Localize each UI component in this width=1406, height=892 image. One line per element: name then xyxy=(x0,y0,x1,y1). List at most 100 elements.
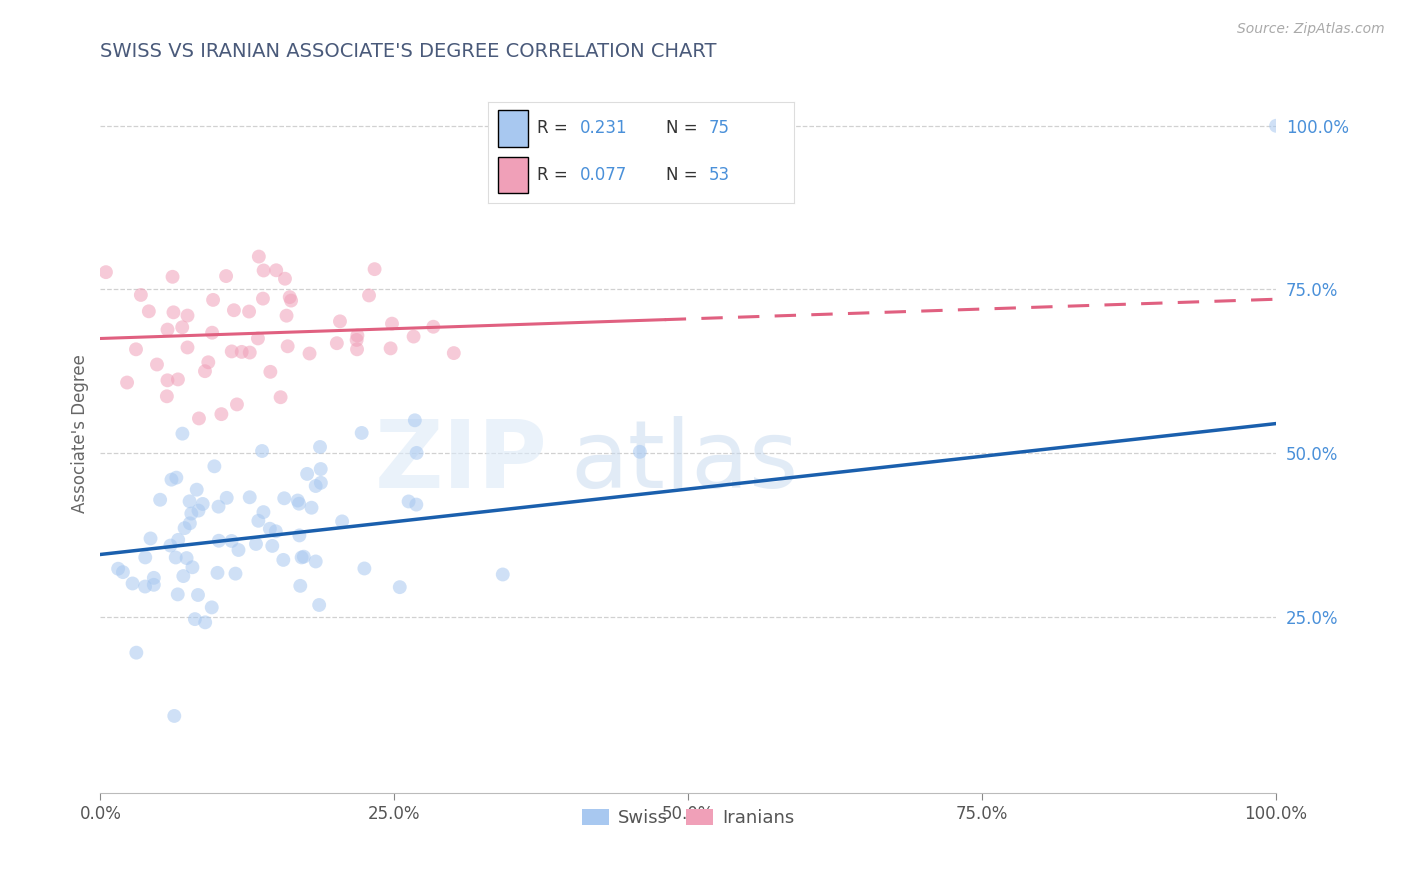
Point xyxy=(142,571,165,585)
Point xyxy=(166,587,188,601)
Point xyxy=(239,490,262,504)
Point xyxy=(191,497,214,511)
Legend: Swiss, Iranians: Swiss, Iranians xyxy=(575,802,801,835)
Point xyxy=(346,343,368,357)
Point xyxy=(278,290,301,304)
Point xyxy=(238,304,260,318)
Text: ZIP: ZIP xyxy=(374,417,547,508)
Point xyxy=(405,446,427,460)
Point xyxy=(273,491,295,506)
Point xyxy=(165,470,187,484)
Point xyxy=(252,263,274,277)
Point xyxy=(187,503,209,517)
Point xyxy=(111,565,134,579)
Point xyxy=(159,539,181,553)
Point xyxy=(179,516,201,531)
Point xyxy=(125,646,148,660)
Point xyxy=(180,507,202,521)
Point xyxy=(259,522,281,536)
Point xyxy=(309,475,332,490)
Point xyxy=(167,372,190,386)
Point xyxy=(239,345,262,359)
Point xyxy=(259,365,281,379)
Point xyxy=(380,342,402,356)
Point xyxy=(215,268,238,283)
Point xyxy=(202,293,225,307)
Point xyxy=(381,317,404,331)
Point xyxy=(187,588,209,602)
Point xyxy=(402,329,425,343)
Point xyxy=(197,355,219,369)
Point xyxy=(270,390,292,404)
Point xyxy=(273,553,295,567)
Point xyxy=(231,345,253,359)
Point xyxy=(245,537,267,551)
Point xyxy=(221,533,243,548)
Point xyxy=(228,543,250,558)
Point xyxy=(330,515,353,529)
Point xyxy=(398,494,420,508)
Point xyxy=(186,483,208,497)
Point xyxy=(129,288,152,302)
Point xyxy=(346,333,368,347)
Point xyxy=(264,263,287,277)
Point xyxy=(172,569,194,583)
Point xyxy=(292,549,315,564)
Point xyxy=(247,250,270,264)
Point xyxy=(443,346,465,360)
Point xyxy=(207,500,229,514)
Point xyxy=(309,462,332,476)
Point xyxy=(290,579,312,593)
Point xyxy=(329,314,352,328)
Point xyxy=(252,505,274,519)
Point xyxy=(138,304,160,318)
Point xyxy=(163,709,186,723)
Point xyxy=(209,407,232,421)
Point xyxy=(221,344,243,359)
Point xyxy=(208,533,231,548)
Point xyxy=(492,567,515,582)
Point xyxy=(134,580,156,594)
Point xyxy=(226,397,249,411)
Point xyxy=(167,533,190,547)
Point xyxy=(388,580,411,594)
Point xyxy=(247,514,270,528)
Y-axis label: Associate's Degree: Associate's Degree xyxy=(72,354,89,513)
Point xyxy=(422,319,444,334)
Point xyxy=(357,288,380,302)
Point xyxy=(287,493,309,508)
Point xyxy=(295,467,318,481)
Point xyxy=(262,539,284,553)
Point xyxy=(404,413,426,427)
Point xyxy=(194,364,217,378)
Point xyxy=(172,320,194,334)
Point xyxy=(288,528,311,542)
Point xyxy=(176,341,198,355)
Point xyxy=(125,343,148,357)
Point xyxy=(291,550,314,565)
Point xyxy=(305,479,328,493)
Point xyxy=(274,271,297,285)
Point xyxy=(149,492,172,507)
Point xyxy=(250,444,273,458)
Point xyxy=(326,336,349,351)
Point xyxy=(298,346,321,360)
Point xyxy=(288,497,311,511)
Point xyxy=(276,309,298,323)
Point xyxy=(146,358,169,372)
Point xyxy=(162,269,184,284)
Point xyxy=(134,550,156,565)
Point xyxy=(181,560,204,574)
Point xyxy=(628,445,651,459)
Point xyxy=(176,551,198,566)
Point xyxy=(188,411,211,425)
Text: atlas: atlas xyxy=(571,417,799,508)
Point xyxy=(309,440,332,454)
Point xyxy=(156,373,179,387)
Point xyxy=(252,292,274,306)
Point xyxy=(115,376,138,390)
Point xyxy=(353,561,375,575)
Point xyxy=(1265,119,1288,133)
Point xyxy=(350,425,373,440)
Point xyxy=(363,262,385,277)
